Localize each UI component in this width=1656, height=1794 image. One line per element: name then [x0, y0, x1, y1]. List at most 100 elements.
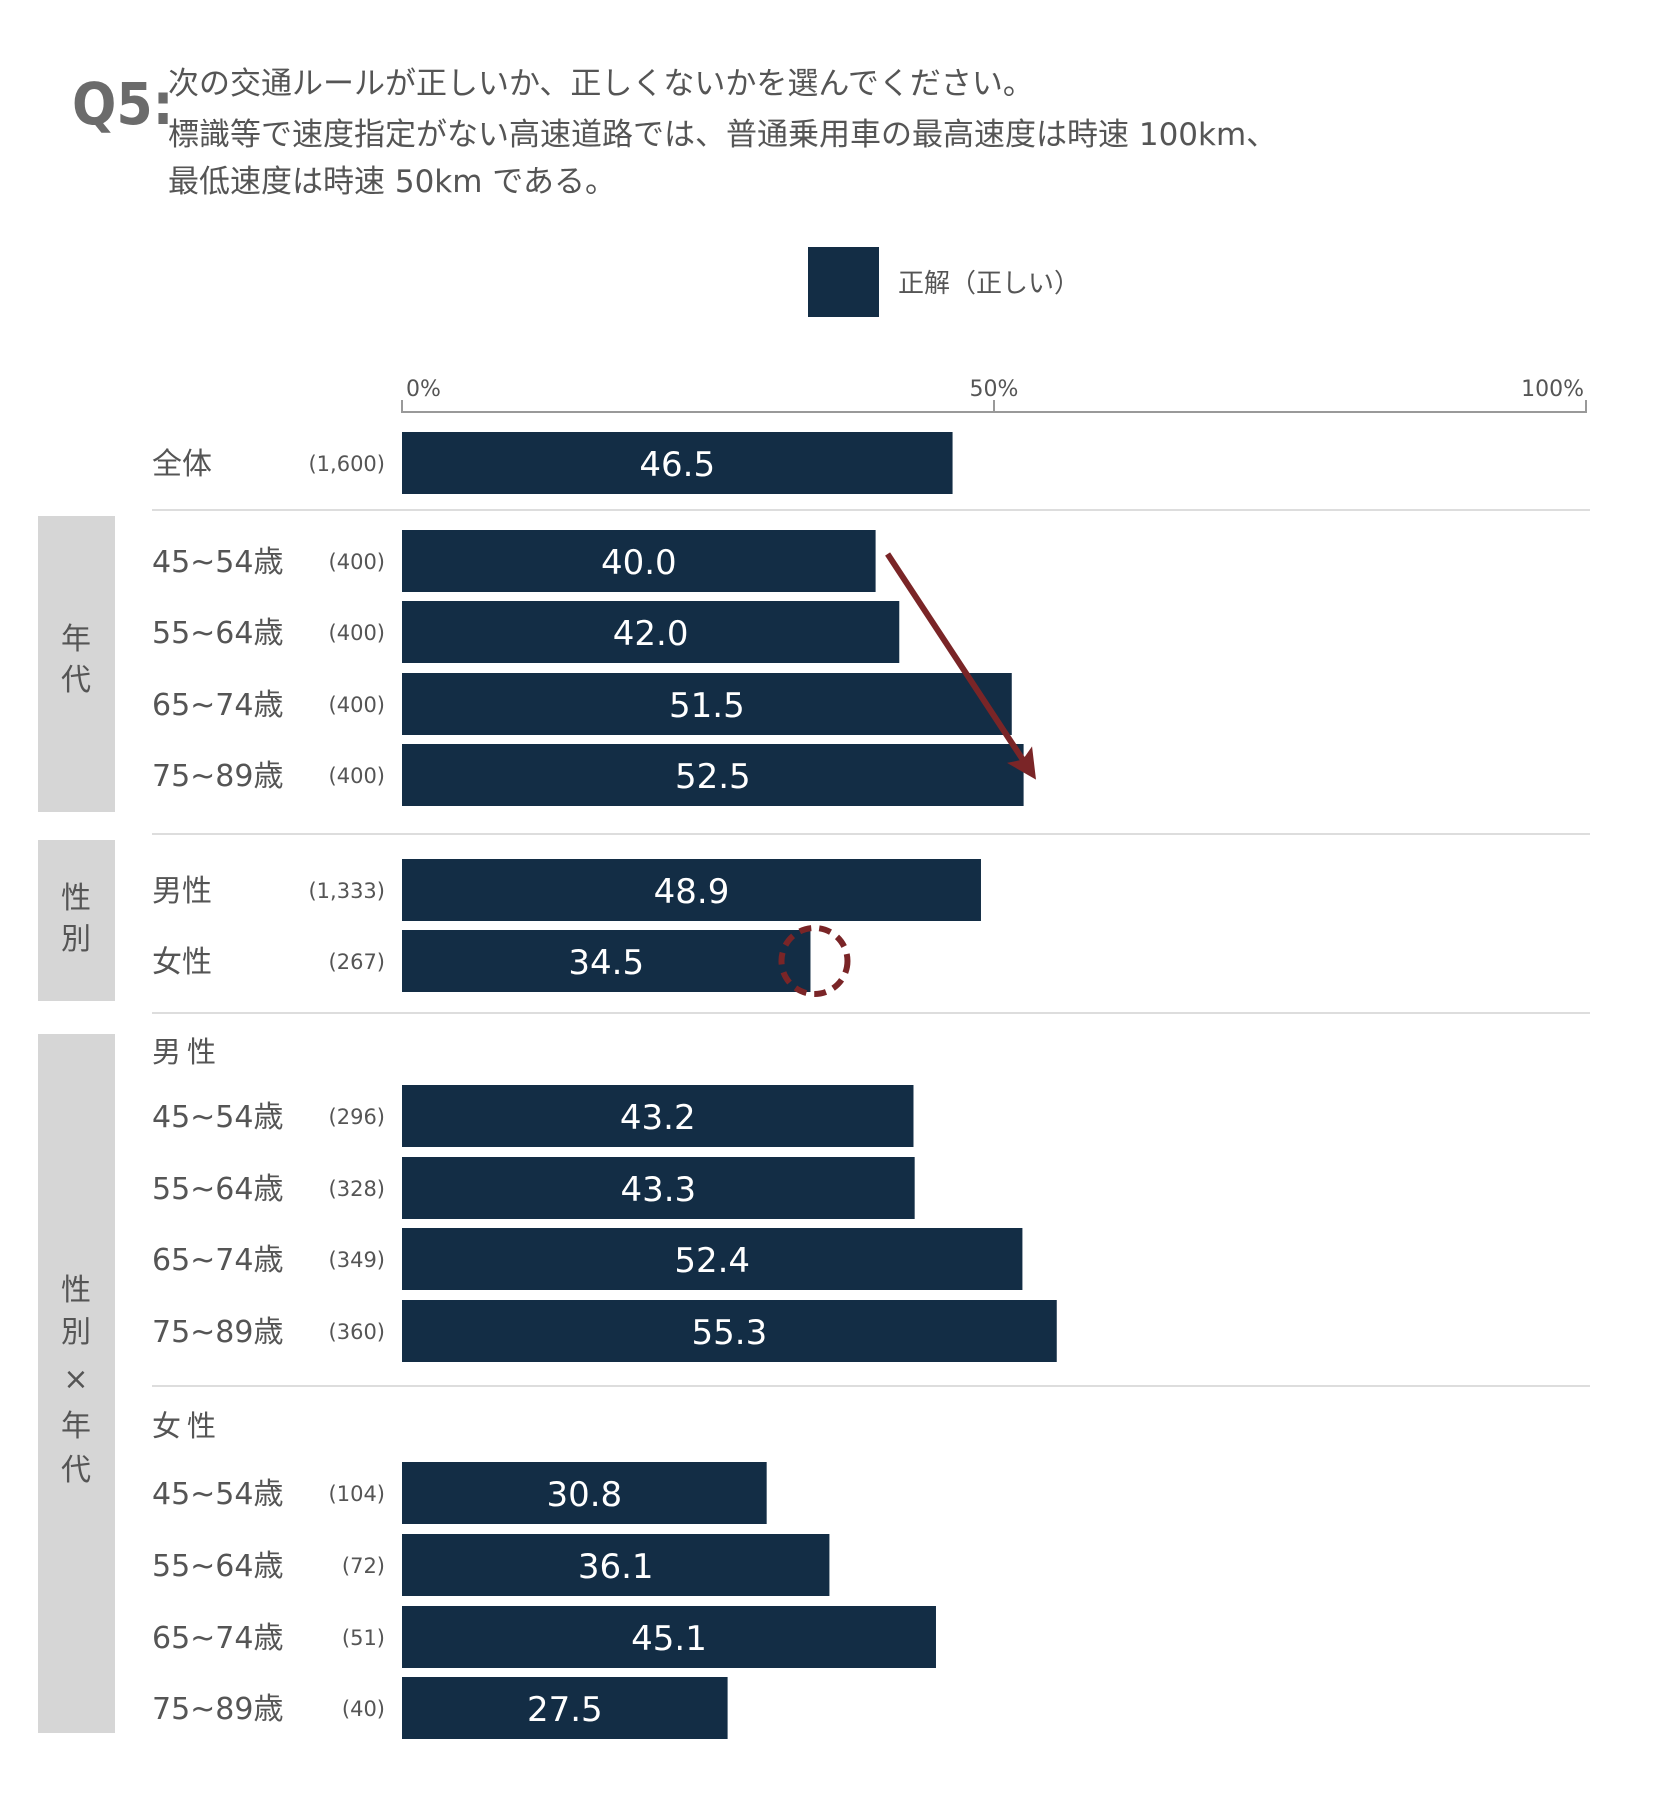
group-panel: 性別 × 年代 — [38, 1034, 115, 1733]
row-label: 全体 — [152, 447, 212, 482]
bar-value-label: 52.5 — [675, 757, 751, 797]
sample-size-label: (104) — [329, 1482, 385, 1506]
row-label: 45~54歳 — [152, 1100, 283, 1135]
x-tick-label: 0% — [406, 377, 441, 402]
bar-value-label: 52.4 — [674, 1241, 750, 1281]
sample-size-label: (1,600) — [308, 452, 385, 476]
trend-arrow — [885, 552, 1036, 780]
bar-row: 75~89歳 (360) 55.3 — [152, 1300, 1057, 1362]
bar-value-label: 51.5 — [669, 686, 745, 726]
annotations — [778, 552, 1036, 997]
bar-value-label: 27.5 — [527, 1690, 603, 1730]
legend: 正解（正しい） — [808, 247, 1080, 317]
group-label-char: 代 — [61, 663, 91, 698]
legend-label: 正解（正しい） — [898, 269, 1080, 299]
bar-value-label: 43.2 — [620, 1098, 696, 1138]
bar-row: 75~89歳 (400) 52.5 — [152, 744, 1024, 806]
bar — [402, 930, 811, 992]
bar-rows: 全体 (1,600) 46.545~54歳 (400) 40.055~64歳 (400) 4… — [152, 432, 1057, 1739]
bar-row: 男性 (1,333) 48.9 — [152, 859, 981, 921]
bar-value-label: 34.5 — [568, 943, 644, 983]
question-line-3: 最低速度は時速 50km である。 — [168, 164, 616, 200]
x-tick-label: 50% — [970, 377, 1019, 402]
group-label-char: 年 — [61, 1409, 91, 1444]
bar-row: 55~64歳 (328) 43.3 — [152, 1157, 915, 1219]
separators — [152, 509, 1590, 1387]
highlight-circle — [778, 925, 851, 997]
row-label: 65~74歳 — [152, 1243, 283, 1278]
bar-row: 女性 (267) 34.5 — [152, 930, 811, 992]
bar-row: 55~64歳 (400) 42.0 — [152, 601, 900, 663]
group-label-char: 性 — [61, 1273, 91, 1308]
row-label: 75~89歳 — [152, 1692, 283, 1727]
bar-value-label: 40.0 — [601, 543, 677, 583]
question-line-2: 標識等で速度指定がない高速道路では、普通乗用車の最高速度は時速 100km、 — [168, 117, 1277, 153]
group-panel-bg — [38, 1034, 115, 1733]
sample-size-label: (360) — [329, 1320, 385, 1344]
bar — [402, 1085, 914, 1147]
bar — [402, 1677, 728, 1739]
row-label: 45~54歳 — [152, 1477, 283, 1512]
sample-size-label: (349) — [329, 1248, 385, 1272]
row-label: 75~89歳 — [152, 759, 283, 794]
x-axis: 0% 50% 100% — [401, 377, 1587, 413]
sample-size-label: (400) — [329, 693, 385, 717]
row-label: 65~74歳 — [152, 688, 283, 723]
sample-size-label: (40) — [342, 1697, 385, 1721]
bar — [402, 601, 900, 663]
bar-value-label: 55.3 — [692, 1313, 768, 1353]
row-label: 75~89歳 — [152, 1315, 283, 1350]
legend-swatch — [808, 247, 879, 317]
bar-value-label: 36.1 — [578, 1547, 654, 1587]
row-label: 男性 — [152, 874, 212, 909]
bar-value-label: 30.8 — [546, 1475, 622, 1515]
bar-value-label: 43.3 — [620, 1170, 696, 1210]
sample-size-label: (267) — [329, 950, 385, 974]
row-label: 65~74歳 — [152, 1621, 283, 1656]
question-line-1: 次の交通ルールが正しいか、正しくないかを選んでください。 — [168, 66, 1034, 102]
sample-size-label: (296) — [329, 1105, 385, 1129]
bar-row: 75~89歳 (40) 27.5 — [152, 1677, 728, 1739]
bar-value-label: 48.9 — [654, 872, 730, 912]
bar-row: 65~74歳 (51) 45.1 — [152, 1606, 936, 1668]
bar — [402, 530, 876, 592]
bar — [402, 432, 953, 494]
sample-size-label: (400) — [329, 764, 385, 788]
bar-row: 65~74歳 (400) 51.5 — [152, 673, 1012, 735]
x-tick-label: 100% — [1521, 377, 1584, 402]
sample-size-label: (328) — [329, 1177, 385, 1201]
bar-row: 55~64歳 (72) 36.1 — [152, 1534, 830, 1596]
sample-size-label: (400) — [329, 550, 385, 574]
question-number: Q5: — [72, 70, 174, 138]
bar — [402, 1462, 767, 1524]
bar — [402, 1300, 1057, 1362]
row-label: 55~64歳 — [152, 616, 283, 651]
row-label: 55~64歳 — [152, 1549, 283, 1584]
subgroup-label: 女性 — [152, 1409, 222, 1443]
bar — [402, 673, 1012, 735]
group-label-char: 別 — [61, 1315, 91, 1350]
sample-size-label: (1,333) — [308, 879, 385, 903]
row-label: 45~54歳 — [152, 545, 283, 580]
row-label: 女性 — [152, 945, 212, 980]
bar-row: 45~54歳 (296) 43.2 — [152, 1085, 914, 1147]
sample-size-label: (72) — [342, 1554, 385, 1578]
group-label-char: 別 — [61, 922, 91, 957]
bar-value-label: 46.5 — [639, 445, 715, 485]
group-label-char: 年 — [61, 622, 91, 657]
bar-value-label: 42.0 — [613, 614, 689, 654]
bar-row: 45~54歳 (104) 30.8 — [152, 1462, 767, 1524]
bar-value-label: 45.1 — [631, 1619, 707, 1659]
bar — [402, 1534, 830, 1596]
group-panel: 年代 — [38, 516, 115, 812]
group-panel-bg — [38, 840, 115, 1001]
bar — [402, 1606, 936, 1668]
bar — [402, 1228, 1023, 1290]
bar-row: 全体 (1,600) 46.5 — [152, 432, 953, 494]
group-label-char: 代 — [61, 1453, 91, 1488]
group-panel-bg — [38, 516, 115, 812]
group-label-char: 性 — [61, 881, 91, 916]
